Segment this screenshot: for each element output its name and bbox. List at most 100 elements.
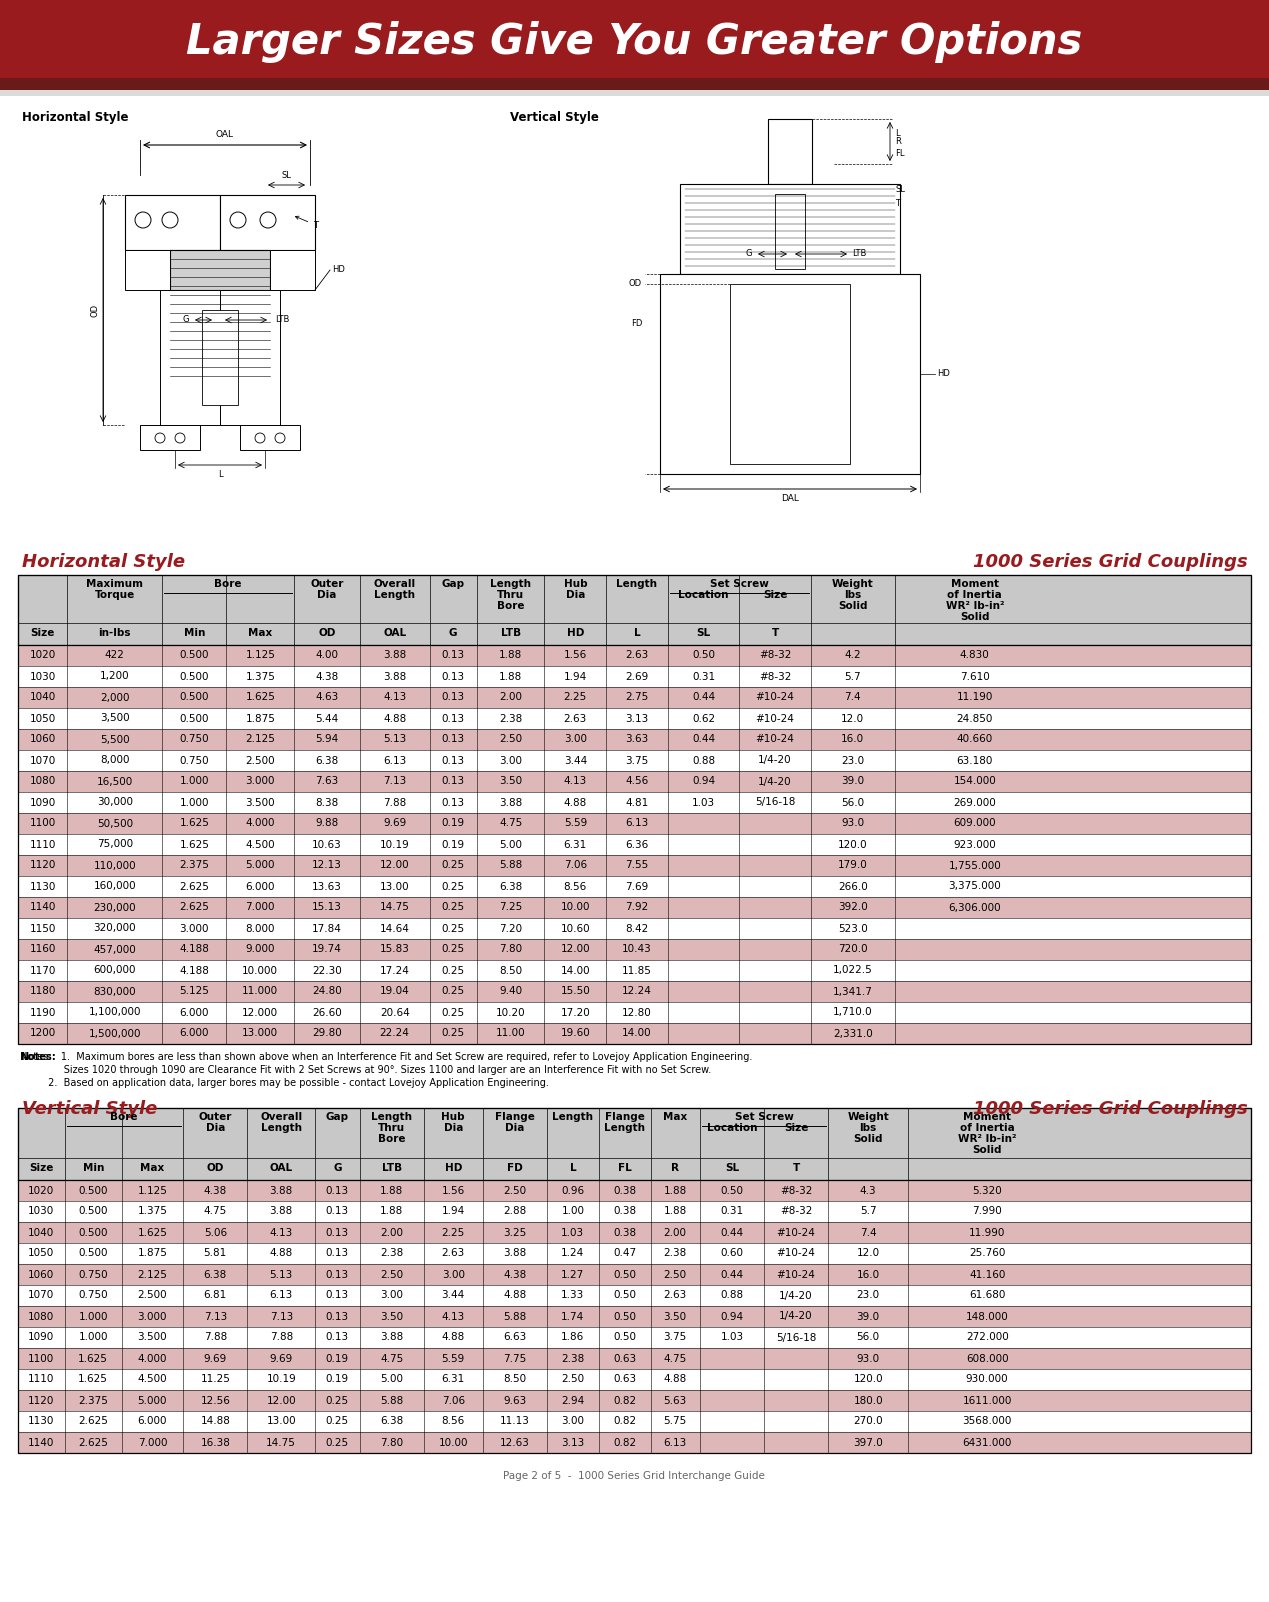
Bar (126, 195, 220, 250)
Circle shape (255, 433, 265, 444)
Text: Dia: Dia (505, 1123, 524, 1133)
Text: 6.38: 6.38 (203, 1269, 227, 1280)
Text: 10.60: 10.60 (561, 923, 590, 934)
Text: Location: Location (707, 1123, 758, 1133)
Text: 19.74: 19.74 (312, 945, 341, 955)
Text: 1.000: 1.000 (79, 1312, 108, 1322)
Text: 4.88: 4.88 (442, 1333, 464, 1342)
Text: 0.13: 0.13 (326, 1227, 349, 1237)
Text: OD: OD (90, 303, 99, 317)
Text: 4.56: 4.56 (626, 777, 648, 787)
Text: 3.63: 3.63 (626, 734, 648, 745)
Text: Weight: Weight (848, 1112, 890, 1121)
Text: 15.83: 15.83 (379, 945, 410, 955)
Text: 26.60: 26.60 (312, 1008, 341, 1017)
Bar (126, 250, 170, 290)
Text: 3.88: 3.88 (383, 650, 406, 660)
Text: 2.50: 2.50 (664, 1269, 687, 1280)
Text: 1611.000: 1611.000 (962, 1395, 1011, 1405)
Text: T: T (772, 628, 779, 638)
Text: 3,500: 3,500 (100, 713, 129, 724)
Text: 0.19: 0.19 (442, 819, 464, 828)
Text: 5.13: 5.13 (269, 1269, 293, 1280)
Text: 2.25: 2.25 (442, 1227, 464, 1237)
Text: 1/4-20: 1/4-20 (779, 1312, 813, 1322)
Text: 1100: 1100 (29, 819, 56, 828)
Text: 1000 Series Grid Couplings: 1000 Series Grid Couplings (973, 1101, 1247, 1118)
Text: Length: Length (490, 578, 532, 590)
Text: 10.00: 10.00 (561, 902, 590, 913)
Text: 14.00: 14.00 (561, 966, 590, 976)
Text: 0.13: 0.13 (326, 1291, 349, 1301)
Text: 1/4-20: 1/4-20 (759, 777, 792, 787)
Text: HD: HD (937, 370, 950, 378)
Text: 1/4-20: 1/4-20 (779, 1291, 813, 1301)
Text: Min: Min (82, 1163, 104, 1173)
Text: 11.000: 11.000 (242, 987, 278, 996)
Text: 6.38: 6.38 (315, 756, 339, 766)
Text: 7.4: 7.4 (844, 692, 862, 703)
Bar (18, 876, 1251, 897)
Text: 16,500: 16,500 (96, 777, 133, 787)
Text: 1/4-20: 1/4-20 (759, 756, 792, 766)
Text: 830,000: 830,000 (94, 987, 136, 996)
Text: 20.64: 20.64 (379, 1008, 410, 1017)
Text: 7.63: 7.63 (315, 777, 339, 787)
Text: 1.625: 1.625 (179, 839, 209, 849)
Text: 16.0: 16.0 (841, 734, 864, 745)
Text: 13.00: 13.00 (379, 881, 410, 891)
Text: 180.0: 180.0 (853, 1395, 883, 1405)
Text: 0.50: 0.50 (613, 1269, 636, 1280)
Bar (18, 729, 1251, 750)
Text: 12.24: 12.24 (622, 987, 652, 996)
Text: 75,000: 75,000 (96, 839, 133, 849)
Text: Larger Sizes Give You Greater Options: Larger Sizes Give You Greater Options (185, 21, 1082, 62)
Text: 13.00: 13.00 (266, 1416, 296, 1426)
Text: 0.44: 0.44 (721, 1227, 744, 1237)
Text: 11.00: 11.00 (496, 1028, 525, 1038)
Text: Moment: Moment (963, 1112, 1011, 1121)
Text: 1020: 1020 (29, 650, 56, 660)
Text: 0.50: 0.50 (613, 1291, 636, 1301)
Text: 2.69: 2.69 (626, 671, 648, 681)
Text: 56.0: 56.0 (841, 798, 864, 807)
Text: 1.625: 1.625 (245, 692, 275, 703)
Text: Gap: Gap (326, 1112, 349, 1121)
Text: 4.88: 4.88 (664, 1375, 687, 1384)
Bar (18, 575, 1251, 1045)
Text: 2.500: 2.500 (137, 1291, 168, 1301)
Text: 120.0: 120.0 (838, 839, 868, 849)
Text: Max: Max (249, 628, 273, 638)
Text: 397.0: 397.0 (853, 1437, 883, 1448)
Text: 7.06: 7.06 (563, 860, 586, 870)
Text: 8,000: 8,000 (100, 756, 129, 766)
Bar (18, 687, 1251, 708)
Text: 8.56: 8.56 (442, 1416, 464, 1426)
Bar (730, 284, 850, 465)
Text: 5.88: 5.88 (379, 1395, 404, 1405)
Text: OD: OD (629, 279, 642, 288)
Text: 12.000: 12.000 (242, 1008, 278, 1017)
Text: 0.44: 0.44 (692, 692, 716, 703)
Text: 11.190: 11.190 (957, 692, 994, 703)
Bar (18, 918, 1251, 939)
Text: G: G (183, 316, 189, 325)
Text: 7.55: 7.55 (626, 860, 648, 870)
Bar (775, 194, 805, 269)
Text: 269.000: 269.000 (953, 798, 996, 807)
Text: 6,306.000: 6,306.000 (948, 902, 1001, 913)
Text: 148.000: 148.000 (966, 1312, 1009, 1322)
Circle shape (162, 211, 178, 227)
Text: 0.25: 0.25 (442, 860, 464, 870)
Text: Notes:   1.  Maximum bores are less than shown above when an Interference Fit an: Notes: 1. Maximum bores are less than sh… (20, 1053, 753, 1062)
Text: R: R (671, 1163, 679, 1173)
Text: 5.81: 5.81 (203, 1248, 227, 1259)
Text: 0.25: 0.25 (326, 1395, 349, 1405)
Text: 0.13: 0.13 (442, 671, 464, 681)
Text: 0.13: 0.13 (326, 1312, 349, 1322)
Text: Size: Size (30, 628, 55, 638)
Text: Solid: Solid (854, 1134, 883, 1144)
Text: 110,000: 110,000 (94, 860, 136, 870)
Text: 1130: 1130 (29, 881, 56, 891)
Text: 4.88: 4.88 (563, 798, 588, 807)
